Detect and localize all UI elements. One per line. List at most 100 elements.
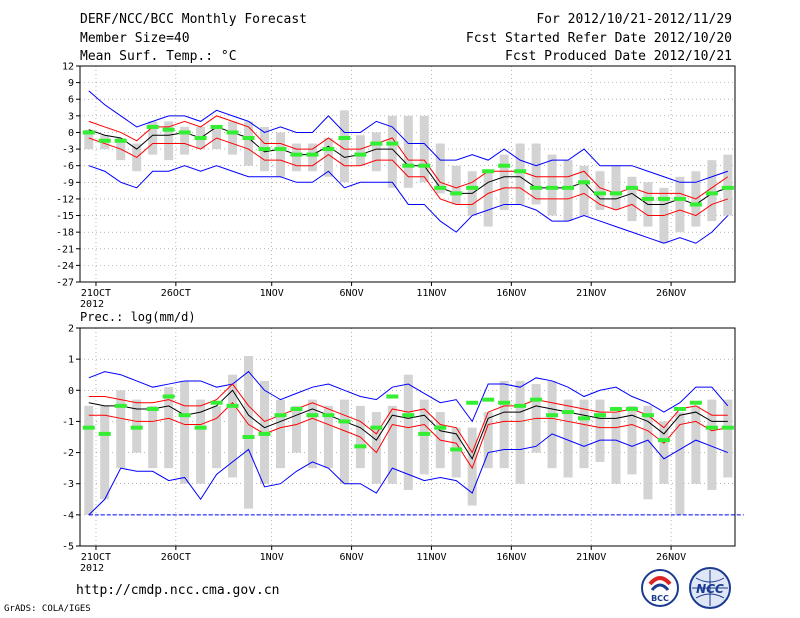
precip-observed-marker [641,413,654,418]
temp-observed-marker [641,196,654,201]
precip-observed-marker [114,403,127,408]
temp-observed-marker [402,163,415,168]
precip-y-tick-label: -5 [62,542,74,553]
precip-observed-marker [450,447,463,452]
precip-observed-marker [466,400,479,405]
temp-ensemble-box [355,135,365,166]
precip-ensemble-box [595,399,605,462]
temp-observed-marker [258,147,271,152]
precip-x-tick-sublabel: 2012 [80,563,104,574]
temp-observed-marker [482,169,495,174]
temp-ensemble-box [499,154,509,210]
precip-observed-marker [673,406,686,411]
precip-range-high-line [88,370,729,423]
precip-ensemble-box [499,380,509,469]
temp-observed-marker [609,191,622,196]
precip-x-tick-label: 21NOV [576,552,606,563]
temp-x-tick-label: 21OCT [81,288,111,299]
temp-observed-marker [162,127,175,132]
temp-x-tick-label: 26OCT [161,288,191,299]
precip-ensemble-box [515,380,525,484]
temp-ensemble-box [419,115,429,183]
precip-observed-marker [530,397,543,402]
temp-observed-marker [210,124,223,129]
temp-x-tick-label: 6NOV [340,288,364,299]
temp-y-tick-label: -15 [56,211,74,222]
precip-observed-marker [274,413,287,418]
precip-band-high-line [88,383,728,454]
precip-ensemble-box [467,427,477,506]
temp-band-low-line [88,137,728,217]
temp-ensemble-box [164,121,174,161]
precip-ensemble-box [164,387,174,469]
precip-x-tick-label: 26OCT [161,552,191,563]
member-size: Member Size=40 [80,31,190,46]
temp-ensemble-box [84,129,94,150]
bcc-logo: BCC [641,569,679,607]
temp-observed-marker [625,185,638,190]
precip-observed-marker [609,406,622,411]
temp-observed-marker [546,185,559,190]
temp-observed-marker [146,124,159,129]
precip-ensemble-box [275,399,285,469]
temp-observed-marker [370,141,383,146]
precip-observed-marker [370,425,383,430]
precip-x-tick-label: 26NOV [656,552,686,563]
precip-y-tick-label: -3 [62,479,74,490]
precip-y-tick-label: -1 [62,417,74,428]
precip-ensemble-box [419,399,429,475]
temp-observed-marker [338,136,351,140]
precip-ensemble-box [707,399,717,490]
forecast-produced: Fcst Produced Date 2012/10/21 [505,49,732,64]
precip-observed-marker [386,394,399,399]
temp-y-tick-label: -27 [56,278,74,289]
precip-observed-marker [82,425,95,430]
temp-ensemble-box [579,165,589,216]
footer-grads: GrADS: COLA/IGES [4,604,91,614]
precip-observed-marker [290,406,303,411]
temp-observed-marker [82,130,95,135]
precip-observed-marker [130,425,143,430]
temp-observed-marker [594,191,607,196]
temp-observed-marker [514,169,527,174]
temp-ensemble-box [307,143,317,172]
variable-label: Mean Surf. Temp.: °C [80,49,237,64]
footer-url[interactable]: http://cmdp.ncc.cma.gov.cn [76,583,280,598]
precip-observed-marker [625,406,638,411]
temp-ensemble-box [515,143,525,205]
precip-x-tick-label: 21OCT [81,552,111,563]
precip-ensemble-box [643,405,653,500]
precip-y-tick-label: 1 [68,355,74,366]
temp-observed-marker [290,152,303,157]
temp-observed-marker [386,141,399,146]
temp-range-low-line [88,165,729,244]
precip-ensemble-box [659,421,669,484]
precip-observed-marker [546,413,559,418]
temp-ensemble-box [627,176,637,222]
temp-ensemble-box [339,110,349,183]
precip-ensemble-box [675,412,685,515]
precip-observed-marker [434,425,447,430]
precip-ensemble-box [228,374,238,478]
precip-observed-marker [258,431,271,436]
forecast-started: Fcst Started Refer Date 2012/10/20 [465,31,732,46]
precip-ensemble-box [180,380,190,484]
temp-ensemble-box [244,121,254,166]
ncc-logo: NCC [689,567,731,609]
temp-observed-marker [673,196,686,201]
temp-observed-marker [530,185,543,190]
temp-observed-marker [114,138,127,143]
precip-x-tick-label: 1NOV [260,552,284,563]
precip-ensemble-box [100,405,110,500]
precip-observed-marker [242,435,255,439]
precip-observed-marker [498,400,511,405]
temp-x-tick-label: 1NOV [260,288,284,299]
precip-ensemble-box [339,399,349,484]
temp-ensemble-box [275,132,285,177]
temp-observed-marker [418,163,431,168]
precip-ensemble-box [307,399,317,469]
precip-observed-marker [226,403,239,408]
precip-ensemble-box [323,405,333,469]
temp-observed-marker [306,152,319,157]
precip-ensemble-box [611,412,621,484]
